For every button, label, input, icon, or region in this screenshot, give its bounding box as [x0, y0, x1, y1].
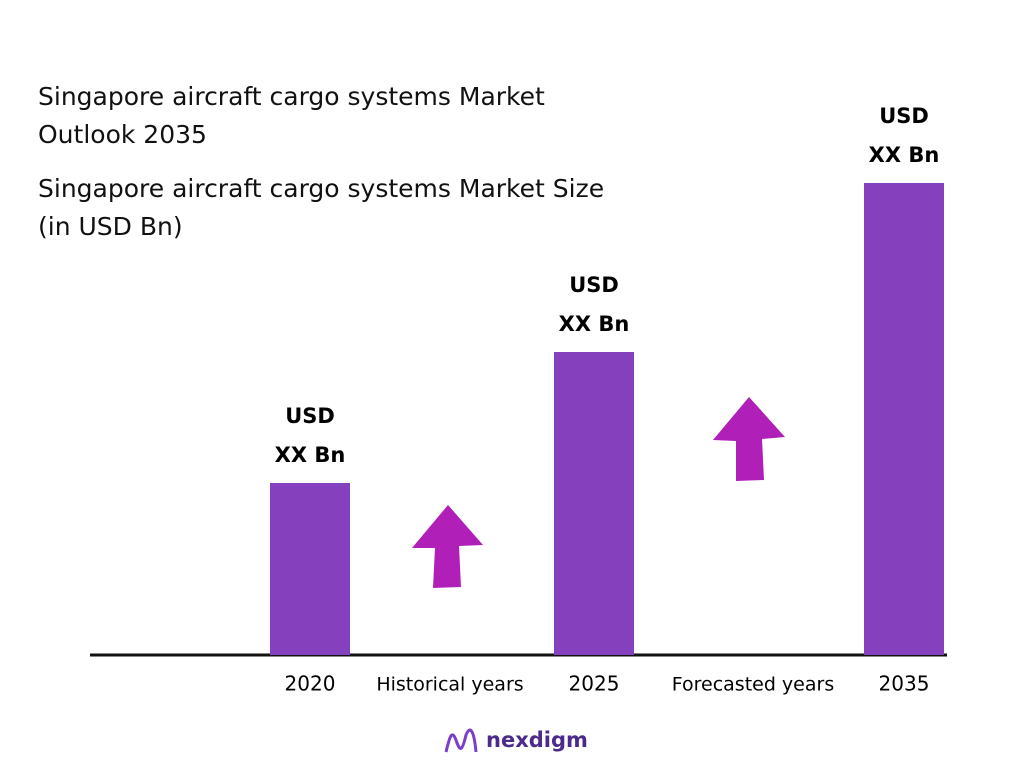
value-label: XX Bn: [275, 443, 346, 467]
bar: [864, 183, 944, 655]
value-label: USD: [569, 273, 619, 297]
period-label: Forecasted years: [672, 674, 834, 696]
value-label: USD: [285, 404, 335, 428]
value-label: XX Bn: [869, 143, 940, 167]
x-tick-label: 2035: [879, 672, 930, 696]
logo-text: nexdigm: [486, 728, 588, 752]
period-label: Historical years: [376, 674, 523, 696]
value-label: XX Bn: [559, 312, 630, 336]
x-tick-label: 2025: [569, 672, 620, 696]
logo-icon: [444, 728, 478, 753]
value-label: USD: [879, 104, 929, 128]
x-tick-label: 2020: [285, 672, 336, 696]
bar: [270, 483, 350, 655]
growth-arrow: [713, 397, 785, 481]
bar: [554, 352, 634, 655]
logo: [444, 728, 478, 753]
chart-title: Singapore aircraft cargo systems Market …: [38, 82, 545, 149]
chart-subtitle: Singapore aircraft cargo systems Market …: [38, 174, 605, 241]
growth-arrow: [412, 505, 483, 588]
